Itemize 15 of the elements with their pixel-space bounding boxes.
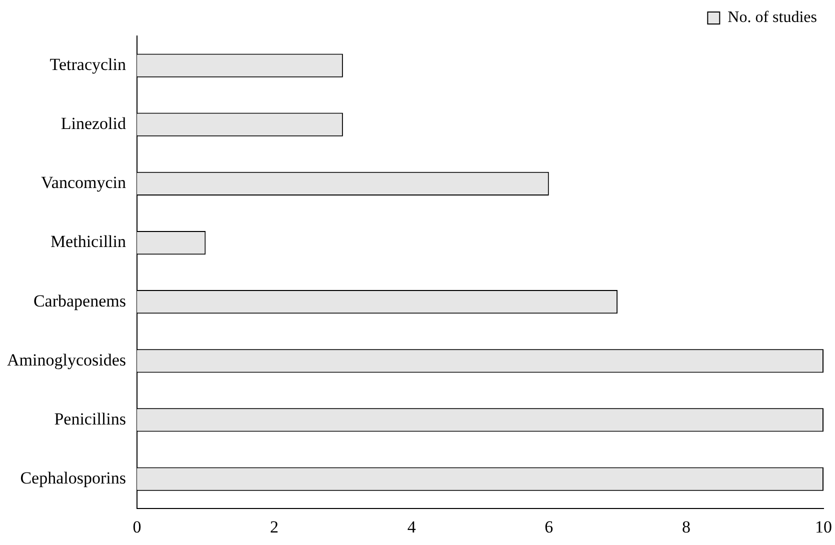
x-tick-label: 2 <box>270 517 279 536</box>
y-tick-label: Carbapenems <box>33 291 126 310</box>
y-tick-label: Cephalosporins <box>20 468 126 488</box>
x-tick-label: 6 <box>544 517 554 536</box>
x-tick-label: 8 <box>682 517 690 536</box>
y-tick-label: Vancomycin <box>41 173 126 192</box>
y-tick-label: Tetracyclin <box>50 55 126 74</box>
y-tick-label: Methicillin <box>50 232 126 252</box>
legend-label: No. of studies <box>728 9 817 26</box>
y-tick-label: Penicillins <box>54 409 126 428</box>
x-tick-label: 10 <box>815 517 832 536</box>
y-tick-label: Aminoglycosides <box>6 350 126 370</box>
y-tick-label: Linezolid <box>60 114 126 134</box>
x-tick-label: 0 <box>132 517 142 536</box>
x-tick-label: 4 <box>407 517 416 536</box>
